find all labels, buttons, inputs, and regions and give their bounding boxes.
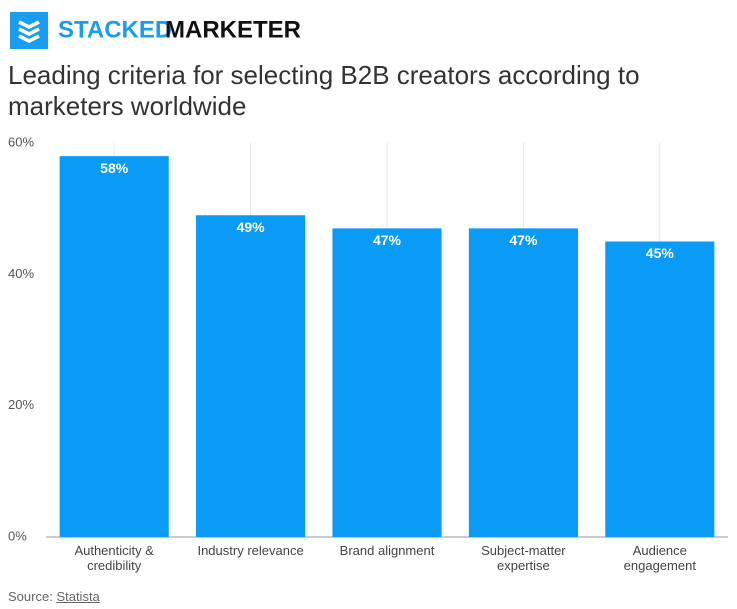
value-label: 49% <box>237 219 266 235</box>
value-label: 45% <box>646 245 675 261</box>
value-label: 47% <box>509 232 538 248</box>
x-tick-label: Brand alignment <box>339 543 435 558</box>
source-prefix: Source: <box>8 589 53 604</box>
source: Source: Statista <box>8 589 100 604</box>
value-label: 58% <box>100 160 129 176</box>
x-tick-label: Authenticity & credibility <box>74 543 154 573</box>
logo-chevrons <box>18 20 40 43</box>
bar <box>468 228 578 537</box>
y-tick-label: 40% <box>8 266 34 281</box>
y-tick-label: 0% <box>8 528 27 543</box>
value-label: 47% <box>373 232 402 248</box>
bar <box>59 156 169 537</box>
x-tick-label: Audience engagement <box>623 543 696 573</box>
source-link[interactable]: Statista <box>56 589 100 604</box>
brand-first: STACKED <box>58 16 172 43</box>
bar <box>196 215 306 537</box>
y-tick-label: 60% <box>8 134 34 149</box>
brand-second: MARKETER <box>165 16 301 43</box>
bar <box>332 228 442 537</box>
y-tick-label: 20% <box>8 397 34 412</box>
x-tick-label: Industry relevance <box>197 543 304 558</box>
bar <box>605 241 715 537</box>
logo-icon <box>10 12 48 49</box>
chart-title: Leading criteria for selecting B2B creat… <box>8 60 640 121</box>
x-tick-label: Subject-matter expertise <box>481 543 566 573</box>
